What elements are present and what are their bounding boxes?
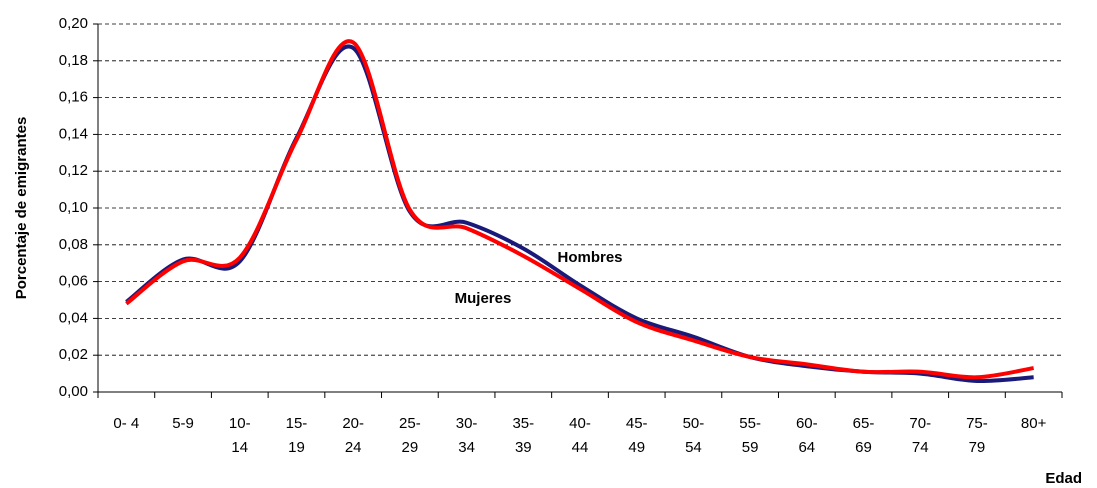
x-tick-label: 15- [286,415,308,432]
x-tick-label: 79 [969,439,986,456]
x-tick-label: 74 [912,439,929,456]
y-tick-label: 0,06 [59,273,88,290]
x-tick-label: 39 [515,439,532,456]
x-tick-label: 24 [345,439,362,456]
y-tick-label: 0,16 [59,89,88,106]
x-tick-label: 50- [683,415,705,432]
x-tick-label: 44 [572,439,589,456]
x-tick-label: 70- [909,415,931,432]
x-tick-label: 80+ [1021,415,1047,432]
y-tick-label: 0,02 [59,346,88,363]
y-tick-label: 0,14 [59,125,88,142]
series-label: Hombres [557,249,622,266]
x-tick-label: 60- [796,415,818,432]
y-tick-label: 0,20 [59,15,88,32]
x-tick-label: 55- [739,415,761,432]
x-tick-label: 65- [853,415,875,432]
x-tick-label: 19 [288,439,305,456]
x-tick-label: 20- [342,415,364,432]
series-label: Mujeres [455,290,512,307]
x-tick-label: 64 [798,439,815,456]
y-axis-title: Porcentaje de emigrantes [13,117,30,300]
x-tick-label: 69 [855,439,872,456]
y-tick-label: 0,18 [59,52,88,69]
x-tick-label: 30- [456,415,478,432]
x-tick-label: 0- 4 [113,415,139,432]
x-tick-label: 14 [231,439,248,456]
y-tick-label: 0,12 [59,162,88,179]
x-tick-label: 5-9 [172,415,194,432]
series-line [125,39,1034,380]
y-tick-label: 0,00 [59,383,88,400]
x-axis-title: Edad [1045,470,1082,487]
x-tick-label: 54 [685,439,702,456]
x-tick-label: 40- [569,415,591,432]
x-tick-label: 49 [628,439,645,456]
x-tick-label: 25- [399,415,421,432]
x-tick-label: 35- [512,415,534,432]
x-tick-label: 45- [626,415,648,432]
x-tick-label: 29 [402,439,419,456]
x-tick-label: 59 [742,439,759,456]
y-tick-label: 0,10 [59,199,88,216]
x-tick-label: 10- [229,415,251,432]
x-tick-label: 34 [458,439,475,456]
y-tick-label: 0,08 [59,236,88,253]
x-tick-label: 75- [966,415,988,432]
y-tick-label: 0,04 [59,309,88,326]
